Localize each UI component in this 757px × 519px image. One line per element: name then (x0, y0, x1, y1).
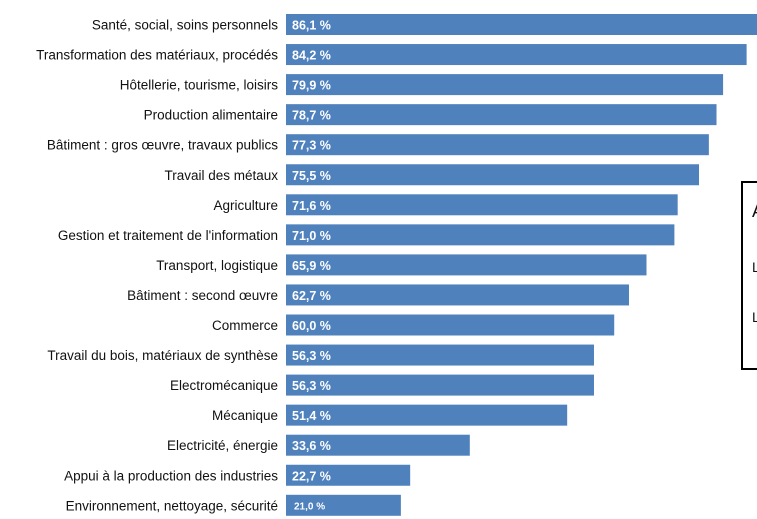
value-label: 78,7 % (292, 109, 331, 123)
category-label: Santé, social, soins personnels (92, 18, 278, 33)
value-label: 56,3 % (292, 379, 331, 393)
category-label: Travail des métaux (164, 168, 278, 183)
category-label: Commerce (212, 318, 278, 333)
bar (286, 464, 411, 486)
category-label: Appui à la production des industries (64, 468, 278, 483)
bar (286, 314, 615, 336)
value-label: 75,5 % (292, 169, 331, 183)
bar (286, 404, 568, 426)
bar (286, 254, 647, 276)
value-label: 60,0 % (292, 319, 331, 333)
value-label: 51,4 % (292, 409, 331, 423)
category-label: Production alimentaire (144, 108, 278, 123)
bars-group (286, 14, 757, 516)
value-label: 62,7 % (292, 289, 331, 303)
value-label: 21,0 % (294, 501, 325, 512)
value-label: 77,3 % (292, 139, 331, 153)
category-label: Transformation des matériaux, procédés (36, 48, 278, 63)
value-label: 86,1 % (292, 19, 331, 33)
value-label: 56,3 % (292, 349, 331, 363)
category-label: Travail du bois, matériaux de synthèse (47, 348, 278, 363)
category-label: Electricité, énergie (167, 438, 278, 453)
category-label: Bâtiment : second œuvre (127, 288, 278, 303)
legend-title: A (752, 201, 757, 222)
bar (286, 134, 709, 156)
bar (286, 434, 470, 456)
value-labels-group: 86,1 % 84,2 % 79,9 % 78,7 % 77,3 % 75,5 % 71,6… (292, 19, 331, 513)
bar (286, 74, 724, 96)
category-label: Environnement, nettoyage, sécurité (66, 498, 278, 513)
legend-line-2: L (752, 309, 757, 325)
value-label: 22,7 % (292, 469, 331, 483)
bar (286, 14, 757, 35)
bar (286, 374, 594, 396)
bar (286, 164, 700, 186)
bar (286, 44, 747, 66)
value-label: 65,9 % (292, 259, 331, 273)
bar (286, 224, 675, 246)
bar (286, 344, 594, 366)
bar (286, 104, 717, 126)
bar (286, 194, 678, 216)
category-label: Agriculture (213, 198, 278, 213)
value-label: 33,6 % (292, 439, 331, 453)
value-label: 71,0 % (292, 229, 331, 243)
value-label: 84,2 % (292, 49, 331, 63)
category-label: Gestion et traitement de l'information (58, 228, 278, 243)
category-label: Hôtellerie, tourisme, loisirs (120, 78, 279, 93)
category-label: Transport, logistique (156, 258, 278, 273)
value-label: 71,6 % (292, 199, 331, 213)
category-labels-group: Santé, social, soins personnels Transform… (36, 18, 278, 514)
legend-line-1: L (752, 259, 757, 275)
bar (286, 284, 629, 306)
category-label: Bâtiment : gros œuvre, travaux publics (47, 138, 278, 153)
category-label: Electromécanique (170, 378, 278, 393)
legend-box: A L L (741, 181, 757, 370)
category-label: Mécanique (212, 408, 278, 423)
bar (286, 494, 401, 516)
value-label: 79,9 % (292, 79, 331, 93)
